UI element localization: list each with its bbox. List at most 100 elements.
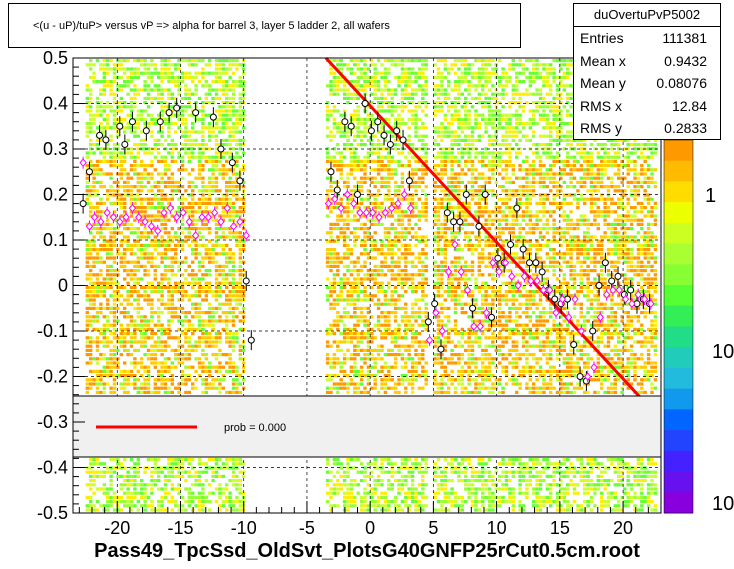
heatmap-cell	[201, 134, 205, 138]
heatmap-cell	[370, 101, 374, 105]
heatmap-cell	[221, 462, 225, 466]
heatmap-cell	[177, 361, 181, 365]
heatmap-cell	[397, 344, 401, 348]
heatmap-cell	[163, 155, 168, 159]
heatmap-cell	[95, 96, 100, 100]
heatmap-cell	[92, 113, 96, 117]
heatmap-cell	[184, 143, 188, 147]
heatmap-cell	[504, 71, 509, 75]
heatmap-cell	[153, 462, 157, 466]
heatmap-cell	[424, 172, 428, 176]
heatmap-cell	[133, 332, 137, 336]
heatmap-cell	[211, 101, 215, 105]
heatmap-cell	[157, 101, 161, 105]
heatmap-cell	[363, 180, 367, 184]
heatmap-cell	[400, 474, 405, 478]
heatmap-cell	[231, 172, 236, 176]
heatmap-cell	[89, 117, 93, 121]
heatmap-cell	[443, 63, 447, 67]
heatmap-cell	[180, 71, 185, 75]
heatmap-cell	[349, 487, 354, 491]
heatmap-cell	[460, 59, 464, 63]
heatmap-cell	[136, 227, 140, 231]
heatmap-cell	[346, 164, 350, 168]
heatmap-cell	[140, 374, 144, 378]
heatmap-cell	[380, 176, 384, 180]
heatmap-cell	[376, 390, 381, 394]
heatmap-cell	[136, 311, 140, 315]
heatmap-cell	[201, 378, 205, 382]
heatmap-cell	[167, 369, 171, 373]
heatmap-cell	[477, 80, 481, 84]
heatmap-cell	[109, 323, 113, 327]
heatmap-cell	[339, 59, 343, 63]
heatmap-cell	[373, 277, 377, 281]
heatmap-cell	[373, 168, 377, 172]
heatmap-cell	[197, 197, 202, 201]
heatmap-cell	[177, 382, 181, 386]
heatmap-cell	[366, 327, 371, 331]
heatmap-cell	[146, 483, 151, 487]
heatmap-cell	[143, 290, 147, 294]
heatmap-cell	[225, 277, 229, 281]
heatmap-cell	[143, 365, 147, 369]
heatmap-cell	[353, 59, 357, 63]
heatmap-cell	[167, 80, 171, 84]
heatmap-cell	[349, 269, 354, 273]
heatmap-cell	[201, 382, 205, 386]
heatmap-cell	[180, 508, 185, 512]
heatmap-cell	[404, 344, 408, 348]
heatmap-cell	[163, 164, 168, 168]
heatmap-cell	[119, 508, 123, 512]
heatmap-cell	[424, 327, 428, 331]
heatmap-cell	[109, 243, 113, 247]
heatmap-cell	[235, 508, 239, 512]
heatmap-cell	[235, 235, 239, 239]
heatmap-cell	[174, 231, 178, 235]
heatmap-cell	[373, 75, 377, 79]
heatmap-cell	[225, 101, 229, 105]
heatmap-cell	[89, 231, 93, 235]
heatmap-cell	[235, 298, 239, 302]
heatmap-cell	[218, 483, 222, 487]
heatmap-cell	[342, 252, 347, 256]
heatmap-cell	[191, 147, 195, 151]
heatmap-cell	[421, 319, 425, 323]
heatmap-cell	[228, 248, 232, 252]
heatmap-cell	[123, 222, 127, 226]
heatmap-cell	[356, 189, 360, 193]
heatmap-cell	[184, 235, 188, 239]
heatmap-cell	[85, 495, 89, 499]
heatmap-cell	[390, 222, 394, 226]
heatmap-cell	[208, 361, 212, 365]
heatmap-cell	[484, 84, 488, 88]
heatmap-cell	[180, 344, 185, 348]
heatmap-cell	[225, 340, 229, 344]
heatmap-cell	[404, 256, 408, 260]
heatmap-cell	[235, 67, 239, 71]
heatmap-cell	[417, 252, 422, 256]
heatmap-cell	[201, 348, 205, 352]
heatmap-cell	[370, 470, 374, 474]
heatmap-cell	[129, 214, 134, 218]
heatmap-cell	[163, 479, 168, 483]
heatmap-cell	[346, 302, 350, 306]
heatmap-cell	[359, 315, 364, 319]
heatmap-cell	[184, 319, 188, 323]
heatmap-cell	[140, 256, 144, 260]
heatmap-cell	[231, 336, 236, 340]
heatmap-cell	[336, 260, 340, 264]
heatmap-cell	[174, 458, 178, 462]
heatmap-cell	[85, 483, 89, 487]
heatmap-cell	[421, 201, 425, 205]
heatmap-cell	[106, 340, 110, 344]
heatmap-cell	[191, 315, 195, 319]
heatmap-cell	[112, 155, 117, 159]
heatmap-cell	[126, 487, 130, 491]
heatmap-cell	[410, 340, 415, 344]
heatmap-cell	[387, 122, 391, 126]
heatmap-cell	[349, 143, 354, 147]
heatmap-cell	[366, 374, 371, 378]
heatmap-cell	[366, 311, 371, 315]
heatmap-cell	[133, 197, 137, 201]
